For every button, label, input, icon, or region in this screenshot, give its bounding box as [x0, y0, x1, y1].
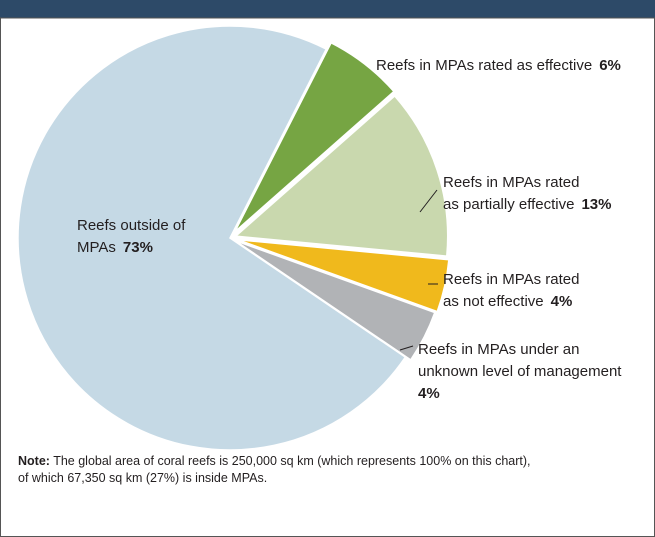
note-line: Note: The global area of coral reefs is …: [18, 454, 531, 468]
slice-label: Reefs in MPAs rated: [443, 174, 579, 191]
slice-label-text: unknown level of management: [418, 363, 622, 380]
slice-label-text: MPAs: [77, 239, 116, 256]
slice-label-text: as not effective: [443, 293, 544, 310]
pie-slice: [234, 240, 436, 361]
slice-label: Reefs in MPAs rated: [443, 271, 579, 288]
slice-label-text: Reefs in MPAs rated as effective: [376, 57, 592, 74]
slice-value-label: 4%: [418, 385, 440, 402]
slice-label: Reefs in MPAs rated as effective 6%: [376, 57, 621, 74]
pie-slice: [17, 25, 407, 451]
slice-label: Reefs outside of: [77, 217, 186, 234]
slice-value-label: 73%: [123, 239, 153, 256]
slice-value-label: 6%: [599, 57, 621, 74]
slice-value-label: 13%: [581, 196, 611, 213]
note-text: The global area of coral reefs is 250,00…: [53, 454, 530, 468]
slice-label: unknown level of management: [418, 363, 622, 380]
slice-label-text: Reefs in MPAs under an: [418, 341, 579, 358]
slice-label-text: as partially effective: [443, 196, 574, 213]
note-line: of which 67,350 sq km (27%) is inside MP…: [18, 471, 267, 485]
slice-value-label: 4%: [551, 293, 573, 310]
slice-label: MPAs 73%: [77, 239, 153, 256]
note-lead: Note:: [18, 454, 50, 468]
labels: Reefs in MPAs rated as effective 6%Reefs …: [77, 57, 622, 402]
slice-label-text: Reefs in MPAs rated: [443, 174, 579, 191]
pie: [17, 25, 450, 451]
slice-label-text: Reefs outside of: [77, 217, 186, 234]
slice-label: as not effective 4%: [443, 293, 572, 310]
slice-label: Reefs in MPAs under an: [418, 341, 579, 358]
pie-slice: [234, 41, 395, 233]
header-bar: [0, 0, 655, 18]
slice-label: as partially effective 13%: [443, 196, 612, 213]
leader-line: [419, 189, 438, 213]
slice-label-text: Reefs in MPAs rated: [443, 271, 579, 288]
leader-line: [399, 345, 414, 351]
pie-slice: [237, 238, 450, 313]
pie-slice: [233, 94, 449, 257]
